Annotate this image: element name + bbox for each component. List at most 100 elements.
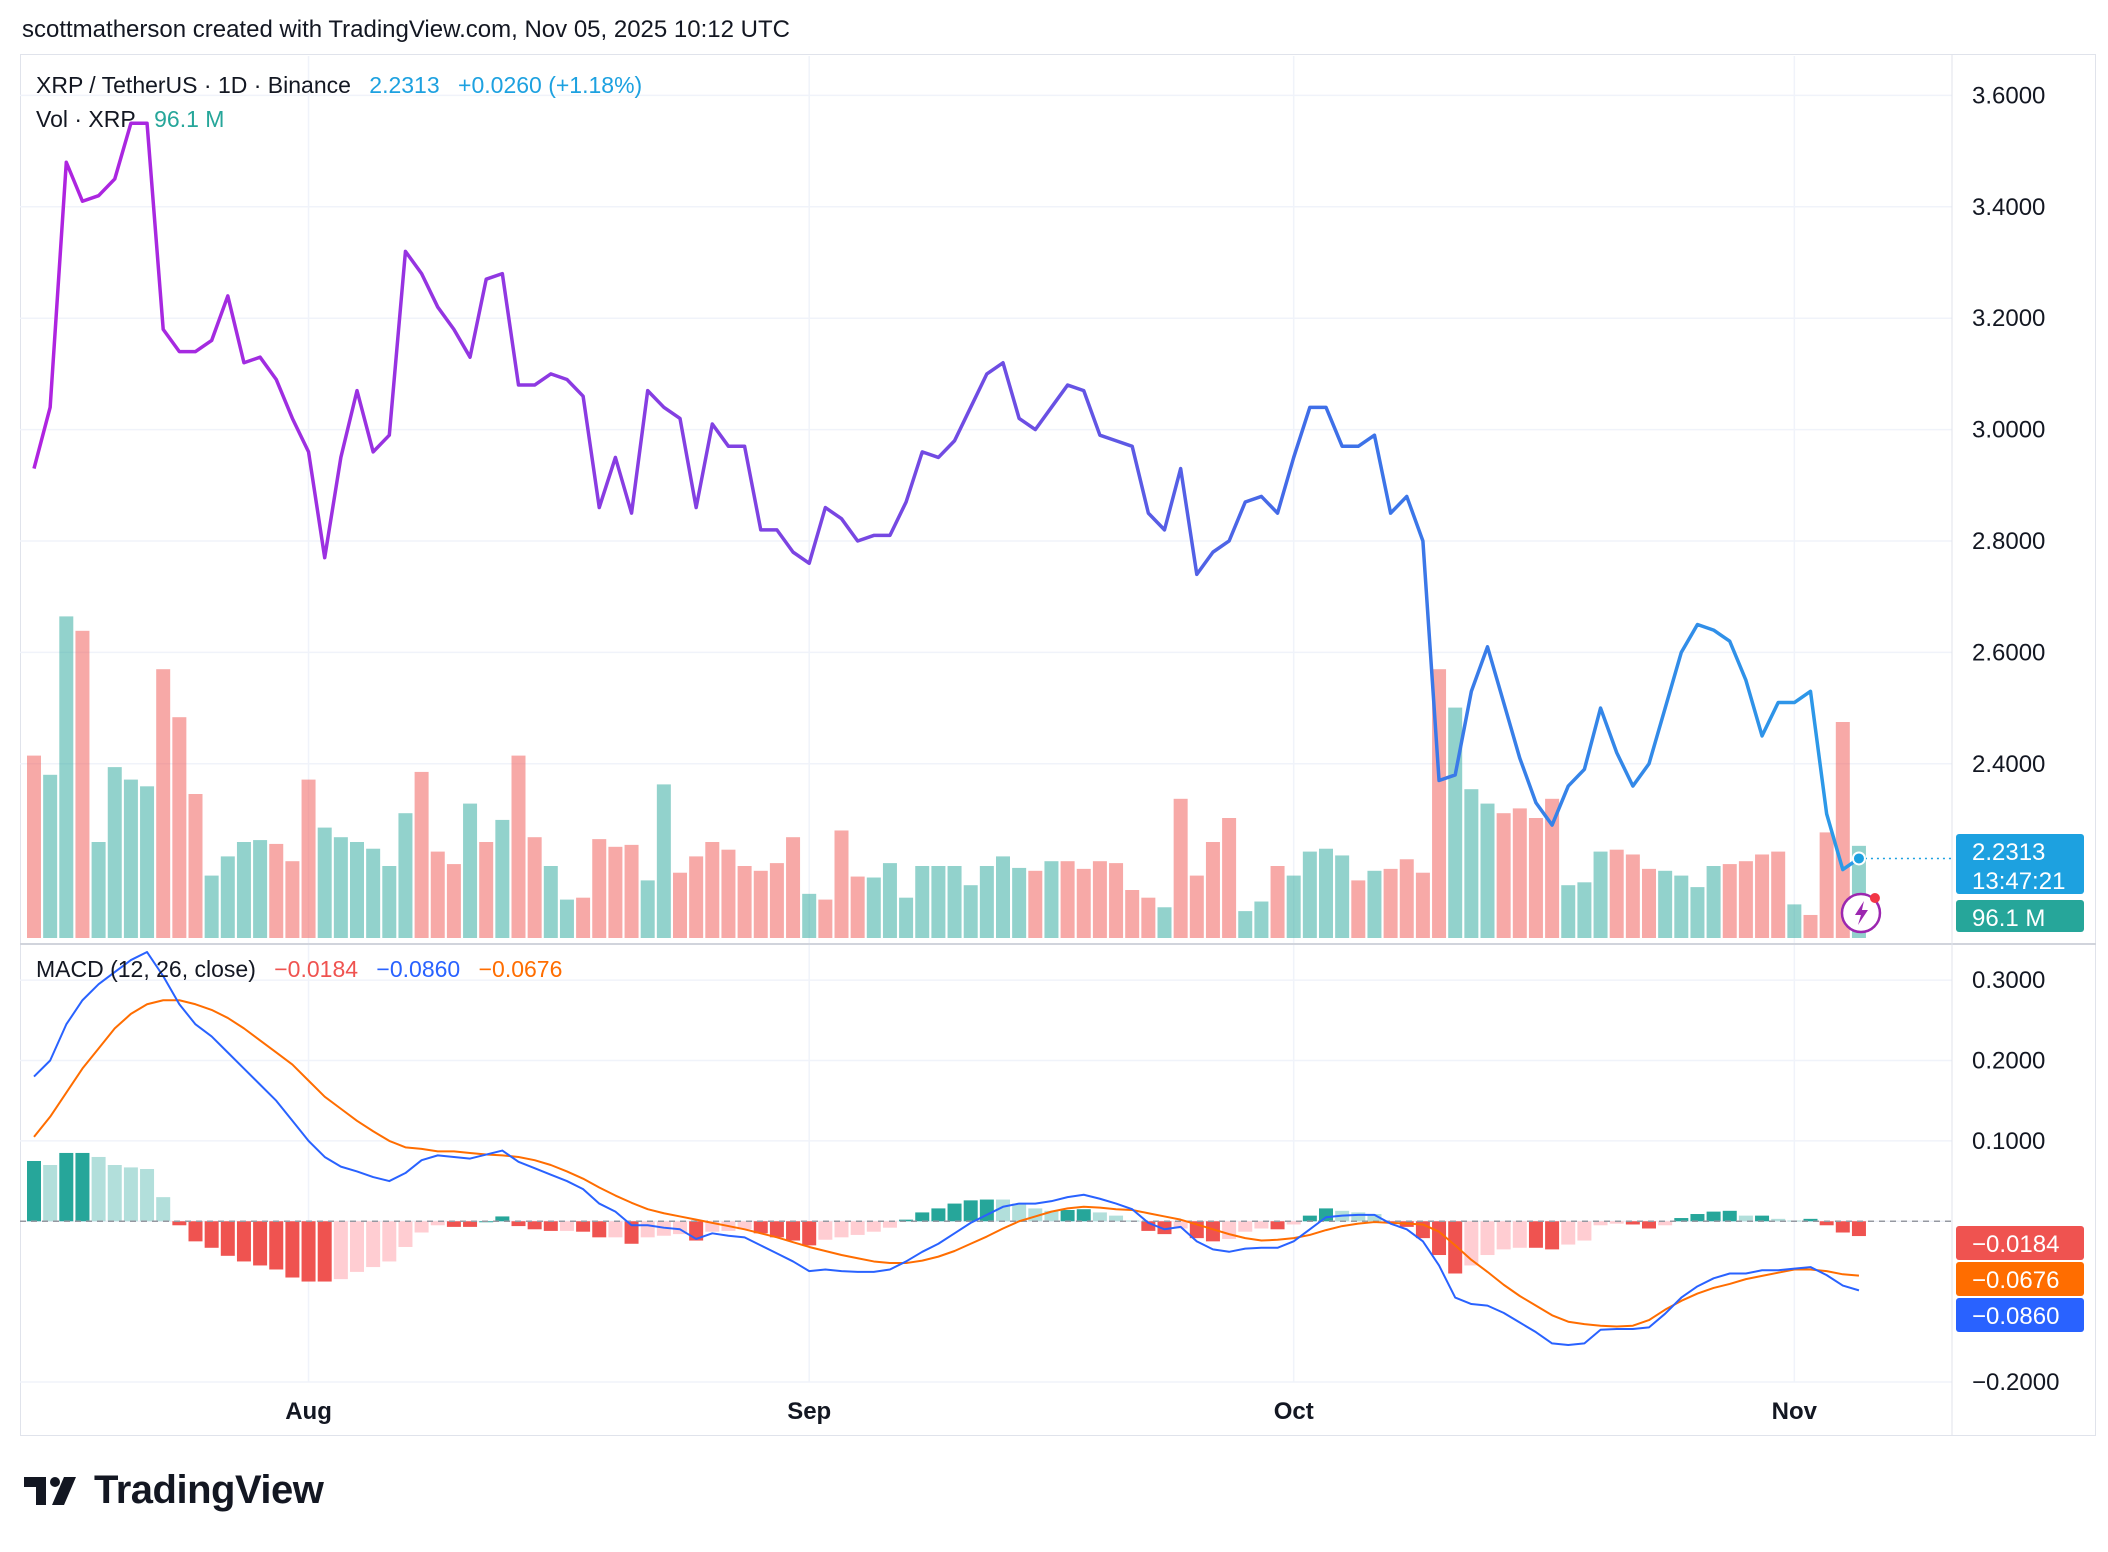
price-axis-label: 3.4000	[1972, 194, 2045, 221]
macd-hist-bar	[899, 1219, 914, 1222]
macd-hist-bar	[1012, 1203, 1027, 1222]
macd-hist-bar	[204, 1221, 219, 1248]
volume-bar	[1319, 848, 1333, 938]
macd-hist-bar	[786, 1221, 801, 1241]
macd-hist-bar	[1496, 1221, 1511, 1250]
volume-bar	[495, 819, 510, 938]
macd-hist-bar	[1060, 1210, 1075, 1222]
volume-bar	[1302, 851, 1317, 938]
volume-legend[interactable]: Vol · XRP 96.1 M	[36, 106, 236, 133]
volume-bar	[1464, 789, 1479, 938]
macd-hist-bar	[705, 1221, 720, 1232]
macd-hist-bar	[1706, 1211, 1721, 1222]
volume-bar	[1496, 813, 1511, 938]
volume-bar	[592, 839, 607, 938]
macd-hist-bar	[931, 1208, 946, 1222]
macd-hist-bar	[1609, 1221, 1624, 1224]
macd-hist-bar	[1270, 1221, 1285, 1230]
volume-bar	[430, 851, 445, 938]
volume-bar	[705, 842, 720, 938]
alert-dot-icon	[1869, 893, 1880, 903]
price-line	[32, 121, 1860, 872]
volume-bar	[253, 840, 268, 938]
price-badge-text: 13:47:21	[1972, 868, 2065, 895]
macd-hist-bar	[366, 1221, 381, 1268]
chart-canvas[interactable]: 3.6000 3.4000 3.2000 3.0000 2.8000 2.6000 2.40…	[0, 0, 2108, 1450]
macd-hist-bar	[818, 1221, 833, 1240]
volume-label[interactable]: Vol · XRP	[36, 106, 136, 132]
volume-bar	[527, 837, 542, 938]
volume-bar	[866, 877, 881, 938]
tradingview-logo[interactable]: TradingView	[24, 1468, 324, 1513]
volume-bar	[91, 842, 106, 938]
macd-hist-bar	[576, 1221, 591, 1232]
symbol-title[interactable]: XRP / TetherUS · 1D · Binance	[36, 72, 351, 98]
volume-bar	[188, 794, 203, 938]
volume-bar	[1335, 855, 1350, 938]
macd-hist-bar	[1254, 1221, 1269, 1229]
macd-hist-bar	[285, 1221, 300, 1278]
macd-hist-value: −0.0184	[274, 956, 359, 982]
volume-bar	[333, 837, 348, 938]
volume-bar	[1642, 868, 1656, 938]
volume-bar	[1399, 859, 1414, 938]
macd-hist-bar	[624, 1221, 639, 1244]
macd-hist-bar	[1577, 1221, 1592, 1241]
volume-bar	[915, 866, 930, 938]
volume-bar	[818, 899, 833, 938]
volume-bar	[446, 864, 461, 938]
volume-bar	[59, 616, 74, 938]
macd-hist-bar	[1432, 1221, 1447, 1256]
volume-bar	[1286, 875, 1301, 938]
macd-hist-bar	[91, 1156, 106, 1222]
macd-legend[interactable]: MACD (12, 26, close) −0.0184 −0.0860 −0.…	[36, 956, 574, 983]
volume-bar	[1625, 854, 1640, 938]
volume-bar	[1173, 798, 1188, 938]
volume-value: 96.1 M	[154, 106, 225, 132]
macd-hist-bar	[1625, 1221, 1640, 1225]
macd-hist-bar	[1722, 1210, 1737, 1222]
volume-bar	[576, 897, 591, 938]
volume-bar	[1674, 875, 1689, 938]
time-axis-label: Oct	[1274, 1398, 1314, 1425]
chart-frame[interactable]	[20, 54, 2096, 1436]
volume-bar	[1076, 868, 1091, 938]
volume-bar	[1706, 866, 1721, 938]
volume-bar	[1351, 880, 1366, 938]
macd-hist-bar	[107, 1165, 122, 1222]
price-change: +0.0260 (+1.18%)	[458, 72, 643, 98]
macd-hist-bar	[1464, 1221, 1479, 1266]
volume-bar	[1577, 882, 1592, 938]
volume-badge-bg	[1956, 900, 2084, 932]
volume-badge-text: 96.1 M	[1972, 905, 2045, 932]
price-axis-label: 3.2000	[1972, 305, 2045, 332]
volume-bar	[220, 856, 235, 938]
macd-hist-bar	[559, 1221, 574, 1231]
volume-bar	[1109, 863, 1124, 938]
macd-hist-bar	[1319, 1208, 1333, 1222]
lightning-icon	[1854, 901, 1868, 925]
volume-bar	[1593, 851, 1608, 938]
price-axis-label: 2.6000	[1972, 639, 2045, 666]
macd-hist-bar	[43, 1165, 58, 1222]
volume-bar	[1125, 890, 1140, 938]
macd-hist-bar	[866, 1221, 881, 1232]
macd-hist-bar	[915, 1212, 930, 1222]
macd-hist-bar	[1480, 1221, 1495, 1256]
volume-bar	[1092, 861, 1107, 938]
macd-axis-label: 0.3000	[1972, 967, 2045, 994]
volume-bar	[463, 803, 478, 938]
macd-label[interactable]: MACD (12, 26, close)	[36, 956, 256, 982]
volume-bar	[27, 755, 41, 938]
macd-hist-bar	[1286, 1221, 1301, 1225]
macd-hist-bar	[446, 1221, 461, 1227]
volume-bar	[721, 849, 736, 938]
price-legend[interactable]: XRP / TetherUS · 1D · Binance 2.2313 +0.…	[36, 72, 654, 99]
volume-bar	[301, 779, 316, 938]
volume-bar	[1238, 911, 1253, 938]
macd-hist-bar	[1092, 1212, 1107, 1222]
macd-hist-badge-text: −0.0184	[1972, 1231, 2059, 1258]
volume-bar	[366, 848, 381, 938]
macd-hist-bar	[511, 1221, 526, 1227]
volume-bar	[172, 717, 187, 938]
